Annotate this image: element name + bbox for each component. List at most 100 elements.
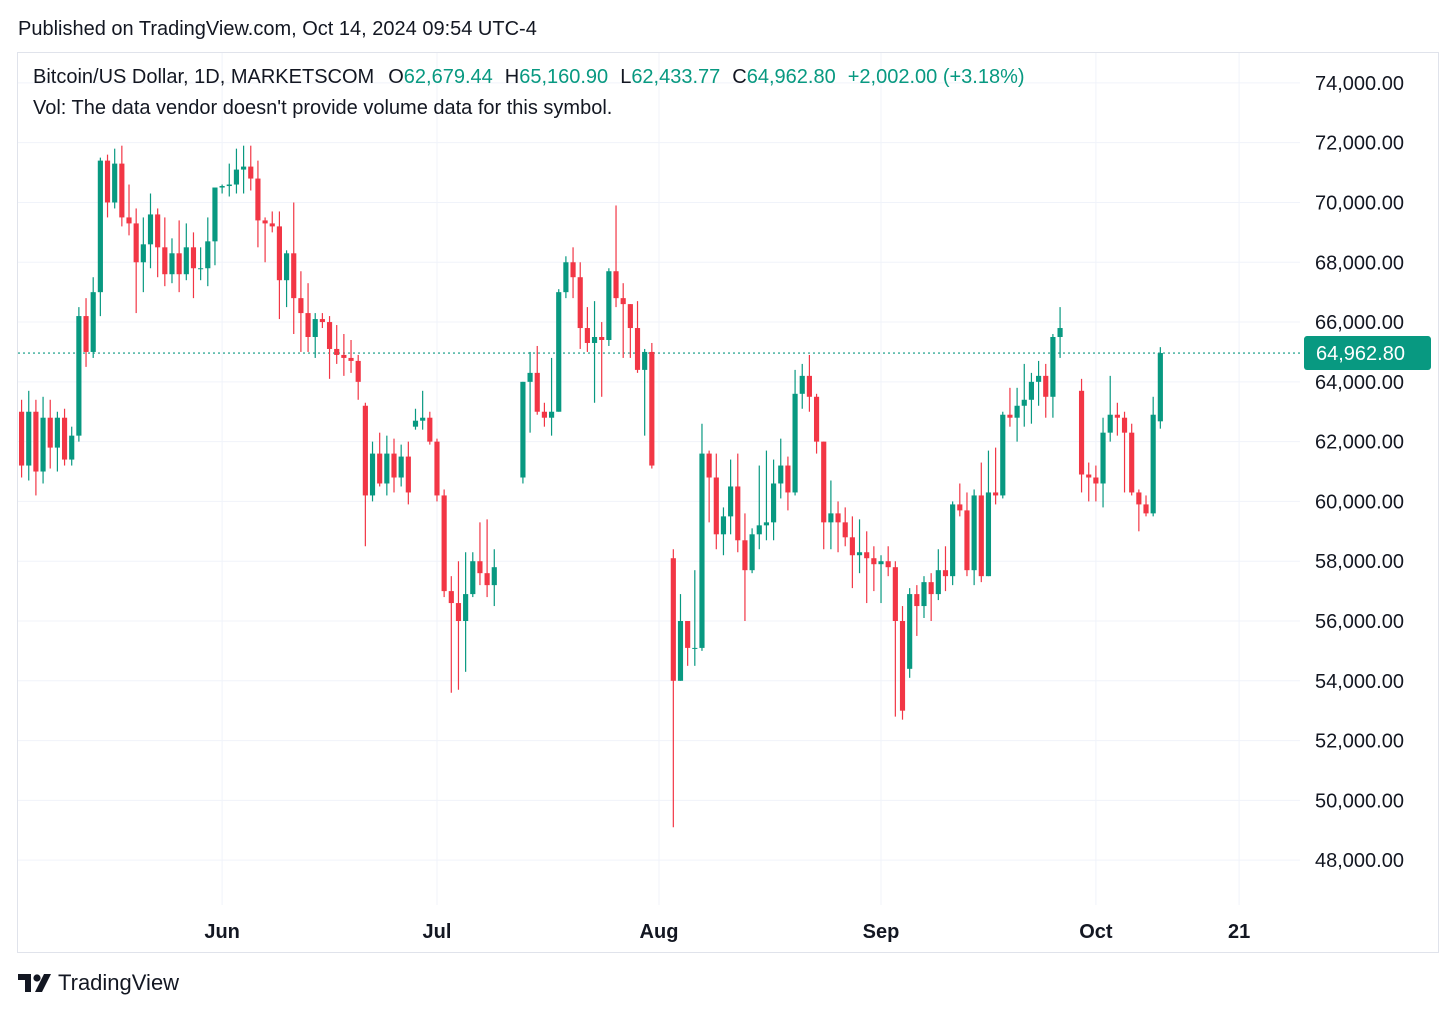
candle bbox=[441, 489, 447, 598]
candle-body bbox=[176, 253, 182, 275]
candle-body bbox=[914, 594, 920, 607]
y-tick-label: 48,000.00 bbox=[1315, 850, 1404, 872]
candle-body bbox=[405, 456, 411, 493]
candle bbox=[606, 268, 612, 346]
candle bbox=[864, 531, 870, 604]
candle-body bbox=[1014, 405, 1020, 418]
y-tick-label: 62,000.00 bbox=[1315, 432, 1404, 454]
candle bbox=[133, 208, 139, 314]
candle bbox=[842, 507, 848, 547]
candle-body bbox=[169, 253, 175, 275]
candle-body bbox=[477, 561, 483, 574]
candle-body bbox=[334, 348, 340, 355]
footer-brand[interactable]: TradingView bbox=[18, 970, 179, 996]
candle bbox=[1136, 489, 1142, 532]
last-price-badge: 64,962.80 bbox=[1304, 336, 1431, 371]
candle-body bbox=[198, 268, 204, 270]
candle-body bbox=[620, 298, 626, 305]
candle bbox=[584, 307, 590, 352]
candle bbox=[627, 304, 633, 358]
candle-body bbox=[1114, 414, 1120, 418]
candle bbox=[262, 217, 268, 263]
candle-body bbox=[233, 169, 240, 185]
candle-body bbox=[964, 510, 970, 571]
candle bbox=[993, 447, 999, 505]
chart-frame bbox=[17, 52, 1439, 953]
candle-body bbox=[40, 417, 46, 472]
candle-body bbox=[778, 465, 784, 484]
x-tick-label: Jun bbox=[204, 921, 240, 943]
candle bbox=[1050, 334, 1056, 418]
candle-body bbox=[971, 495, 977, 571]
candle bbox=[634, 301, 641, 373]
candle bbox=[613, 205, 619, 308]
candle-body bbox=[856, 552, 863, 556]
candle-body bbox=[155, 214, 161, 248]
candle-body bbox=[455, 603, 462, 621]
candle-body bbox=[806, 375, 812, 397]
candle-body bbox=[112, 163, 118, 203]
candle bbox=[104, 154, 111, 218]
volume-note: Vol: The data vendor doesn't provide vol… bbox=[33, 97, 613, 119]
candle-body bbox=[706, 453, 712, 478]
candle-body bbox=[470, 561, 476, 595]
candle-body bbox=[899, 621, 906, 711]
candle bbox=[384, 435, 390, 496]
candle bbox=[806, 354, 812, 412]
candle bbox=[477, 522, 483, 586]
candle bbox=[1086, 462, 1092, 502]
candle-body bbox=[828, 513, 834, 523]
candle-body bbox=[226, 184, 232, 187]
candle-body bbox=[548, 411, 555, 418]
candle-body bbox=[792, 393, 798, 493]
candle-body bbox=[556, 292, 562, 412]
open-value: 62,679.44 bbox=[403, 66, 493, 88]
candle bbox=[47, 399, 53, 469]
candle bbox=[677, 594, 684, 681]
x-tick-label: Oct bbox=[1079, 921, 1113, 943]
candle-body bbox=[978, 495, 984, 577]
close-key: C bbox=[732, 66, 747, 88]
candle bbox=[1036, 360, 1042, 406]
y-tick-label: 70,000.00 bbox=[1315, 192, 1404, 214]
candle-body bbox=[942, 570, 949, 577]
x-tick-label: 21 bbox=[1228, 921, 1250, 943]
candle-body bbox=[97, 160, 103, 293]
y-tick-label: 66,000.00 bbox=[1315, 312, 1404, 334]
candle bbox=[455, 561, 462, 690]
candle-body bbox=[928, 582, 934, 595]
candle-body bbox=[441, 495, 447, 592]
candle bbox=[878, 555, 884, 604]
candle bbox=[599, 322, 605, 397]
high-key: H bbox=[504, 66, 520, 88]
candle-body bbox=[950, 504, 956, 577]
candle bbox=[147, 193, 154, 269]
candle-body bbox=[427, 417, 433, 442]
candle bbox=[971, 489, 977, 586]
candle bbox=[692, 570, 698, 666]
x-tick-label: Aug bbox=[640, 921, 679, 943]
candle-body bbox=[212, 187, 218, 242]
candle bbox=[412, 408, 419, 430]
candle bbox=[69, 426, 75, 466]
candle-body bbox=[670, 558, 676, 681]
y-tick-label: 56,000.00 bbox=[1315, 611, 1404, 633]
candle-body bbox=[262, 220, 268, 224]
candle bbox=[1107, 375, 1113, 442]
candle bbox=[713, 453, 719, 550]
candle-body bbox=[434, 441, 440, 496]
candle bbox=[298, 271, 304, 352]
candle bbox=[849, 516, 855, 589]
candle bbox=[706, 450, 712, 523]
candle bbox=[570, 247, 576, 299]
candle bbox=[1007, 387, 1013, 427]
candle bbox=[914, 585, 920, 636]
candle-body bbox=[283, 253, 290, 281]
candle-body bbox=[412, 420, 419, 427]
candle bbox=[470, 552, 476, 598]
candle bbox=[341, 334, 347, 376]
tradingview-logo-icon bbox=[18, 974, 51, 992]
candle-body bbox=[771, 483, 777, 523]
candle bbox=[885, 546, 891, 577]
